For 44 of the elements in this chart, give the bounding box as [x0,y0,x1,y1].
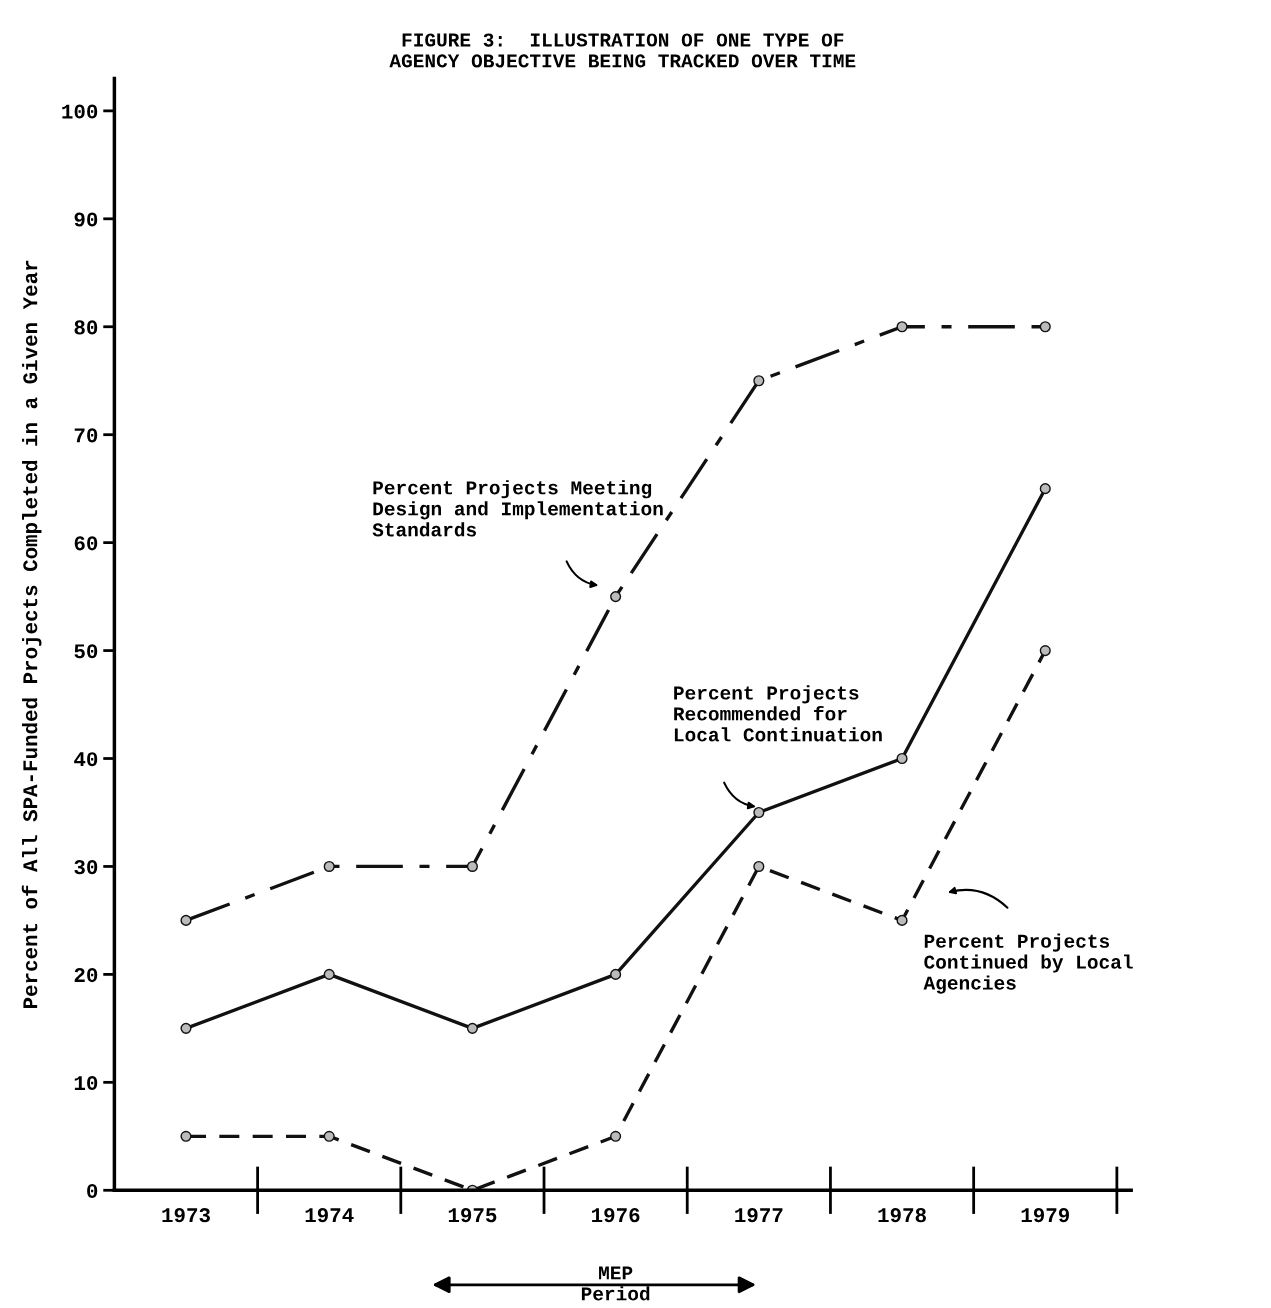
point [896,321,908,333]
point [1039,321,1051,333]
point [323,968,335,980]
point [323,860,335,873]
x-tick-label: 1978 [878,1208,926,1223]
chart-title: FIGURE 3: ILLUSTRATION OF ONE TYPE OF AGENCY OBJECTIVE BEING TRACKED OVER TIME [389,33,856,68]
x-tick-label: 1979 [1021,1208,1070,1223]
series-label: Percent Projects Recommended for Local Continuation [674,685,882,742]
y-tick-label: 20 [74,968,98,983]
point [180,914,192,926]
point [1039,483,1051,495]
point [180,1022,192,1034]
y-tick-label: 70 [74,428,98,443]
point [896,914,908,926]
series-label: Percent Projects Meeting Design and Implementation Standards [372,480,663,537]
y-tick-label: 80 [74,320,98,335]
point [466,860,478,873]
point [610,591,622,603]
y-tick-label: 50 [74,644,98,659]
x-tick-label: 1975 [448,1208,497,1223]
point [753,806,765,819]
text: MEP Period [581,1266,650,1301]
y-tick-label: 60 [74,536,98,551]
point [753,860,765,873]
x-tick-label: 1976 [592,1208,640,1223]
series-label: Percent Projects Continued by Local Agencies [923,933,1133,994]
x-tick-label: 1973 [162,1208,210,1223]
y-tick-label: 90 [74,212,98,227]
y-tick-label: 100 [62,104,98,119]
y-tick-label: 10 [74,1075,98,1091]
point [1039,645,1051,657]
point [610,1130,622,1142]
y-axis-title: Percent of All SPA-Funded Projects Completed in a Given Year [21,260,42,1009]
y-tick-label: 40 [74,752,98,767]
point [180,1130,192,1142]
x-tick-label: 1974 [305,1208,354,1223]
y-tick-label: 30 [74,860,98,875]
point [753,375,765,387]
x-tick-label: 1977 [735,1208,783,1223]
point [896,752,908,765]
point [466,1022,478,1034]
point [610,968,622,980]
point [323,1130,335,1142]
y-tick-label: 0 [87,1183,98,1199]
